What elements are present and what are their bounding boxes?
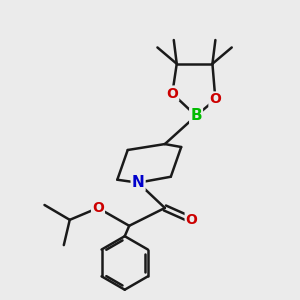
Text: O: O [92,201,104,215]
Text: O: O [167,86,178,100]
Text: B: B [190,108,202,123]
Text: O: O [186,213,197,227]
Text: O: O [209,92,221,106]
Text: N: N [132,175,145,190]
